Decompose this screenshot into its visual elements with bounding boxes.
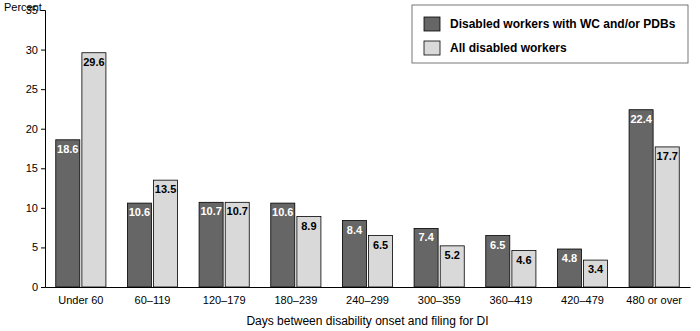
y-tick-mark — [41, 50, 45, 51]
data-label: 17.7 — [657, 150, 678, 162]
data-label: 10.6 — [272, 206, 293, 218]
data-label: 8.4 — [347, 224, 363, 236]
x-tick-label: 240–299 — [346, 294, 389, 306]
data-label: 3.4 — [588, 263, 604, 275]
data-label: 4.6 — [516, 254, 531, 266]
x-tick: 480 or over — [626, 287, 682, 306]
bar — [342, 221, 366, 287]
legend-swatch — [424, 17, 440, 31]
x-tick: Under 60 — [58, 287, 103, 306]
x-tick-label: Under 60 — [58, 294, 103, 306]
bar — [297, 217, 321, 287]
x-tick-label: 120–179 — [203, 294, 246, 306]
y-axis-line — [41, 11, 46, 288]
y-tick-mark — [41, 129, 45, 130]
x-tick-label: 420–479 — [561, 294, 604, 306]
x-axis: Under 60 60–119 120–179 180–239 240–299 300–3… — [46, 287, 691, 306]
x-tick-label: 300–359 — [418, 294, 461, 306]
bar — [655, 147, 679, 287]
data-label: 5.2 — [445, 249, 460, 261]
legend-swatch — [424, 41, 440, 55]
x-tick: 240–299 — [346, 287, 389, 306]
bar — [56, 140, 80, 287]
data-label: 10.7 — [200, 205, 221, 217]
y-tick-label: 20 — [26, 123, 38, 135]
y-tick-mark — [41, 287, 45, 288]
data-labels: 18.6 10.6 10.7 10.6 8.4 7.4 6.5 4.8 22.4 29.6 13.5… — [57, 56, 678, 275]
data-label: 4.8 — [562, 252, 577, 264]
x-tick: 120–179 — [203, 287, 246, 306]
bar — [512, 251, 536, 287]
y-tick-label: 30 — [26, 44, 38, 56]
data-label: 10.6 — [129, 206, 150, 218]
legend: Disabled workers with WC and/or PDBs All … — [412, 5, 688, 63]
bar — [486, 236, 510, 287]
bars — [56, 53, 680, 287]
y-tick: 30 — [26, 44, 45, 56]
bar — [82, 53, 106, 287]
x-axis-line — [46, 287, 691, 288]
x-tick: 60–119 — [135, 287, 171, 306]
y-tick: 5 — [32, 241, 45, 253]
bar — [414, 228, 438, 287]
data-label: 18.6 — [57, 143, 78, 155]
y-tick: 10 — [26, 202, 45, 214]
legend-label: Disabled workers with WC and/or PDBs — [450, 17, 676, 31]
bar — [154, 180, 178, 287]
bar — [271, 203, 295, 287]
y-tick-label: 15 — [26, 162, 38, 174]
y-tick: 0 — [32, 281, 45, 293]
y-tick-mark — [41, 247, 45, 248]
y-axis: 05101520253035 — [26, 4, 46, 293]
x-tick: 180–239 — [274, 287, 317, 306]
y-tick-mark — [41, 168, 45, 169]
y-tick-label: 10 — [26, 202, 38, 214]
y-tick-label: 25 — [26, 83, 38, 95]
plot: 18.6 10.6 10.7 10.6 8.4 7.4 6.5 4.8 22.4 29.6 13.5… — [26, 4, 691, 306]
y-tick-mark — [41, 208, 45, 209]
data-label: 6.5 — [490, 239, 505, 251]
data-label: 6.5 — [373, 239, 388, 251]
bar — [199, 202, 223, 287]
y-axis-title: Percent — [4, 1, 42, 13]
legend-label: All disabled workers — [450, 41, 567, 55]
x-tick: 300–359 — [418, 287, 461, 306]
y-tick: 25 — [26, 83, 45, 95]
data-label: 7.4 — [418, 231, 434, 243]
bar — [369, 236, 393, 287]
x-tick: 420–479 — [561, 287, 604, 306]
bar — [225, 202, 249, 287]
y-tick: 20 — [26, 123, 45, 135]
bar — [127, 203, 151, 287]
bar — [584, 260, 608, 287]
x-tick-label: 480 or over — [626, 294, 682, 306]
bar — [440, 246, 464, 287]
x-tick-label: 180–239 — [274, 294, 317, 306]
x-tick-label: 60–119 — [135, 294, 171, 306]
x-axis-title: Days between disability onset and filing… — [246, 314, 488, 328]
y-tick-label: 0 — [32, 281, 38, 293]
x-tick-label: 360–419 — [489, 294, 532, 306]
data-label: 22.4 — [630, 113, 652, 125]
bar — [629, 110, 653, 287]
data-label: 8.9 — [301, 220, 316, 232]
x-tick: 360–419 — [489, 287, 532, 306]
y-tick-label: 5 — [32, 241, 38, 253]
legend-box — [412, 5, 688, 63]
bar — [557, 249, 581, 287]
y-tick-mark — [41, 89, 45, 90]
chart: 18.6 10.6 10.7 10.6 8.4 7.4 6.5 4.8 22.4 29.6 13.5… — [0, 0, 700, 331]
data-label: 29.6 — [83, 56, 104, 68]
data-label: 13.5 — [155, 183, 176, 195]
y-tick: 15 — [26, 162, 45, 174]
data-label: 10.7 — [227, 205, 248, 217]
